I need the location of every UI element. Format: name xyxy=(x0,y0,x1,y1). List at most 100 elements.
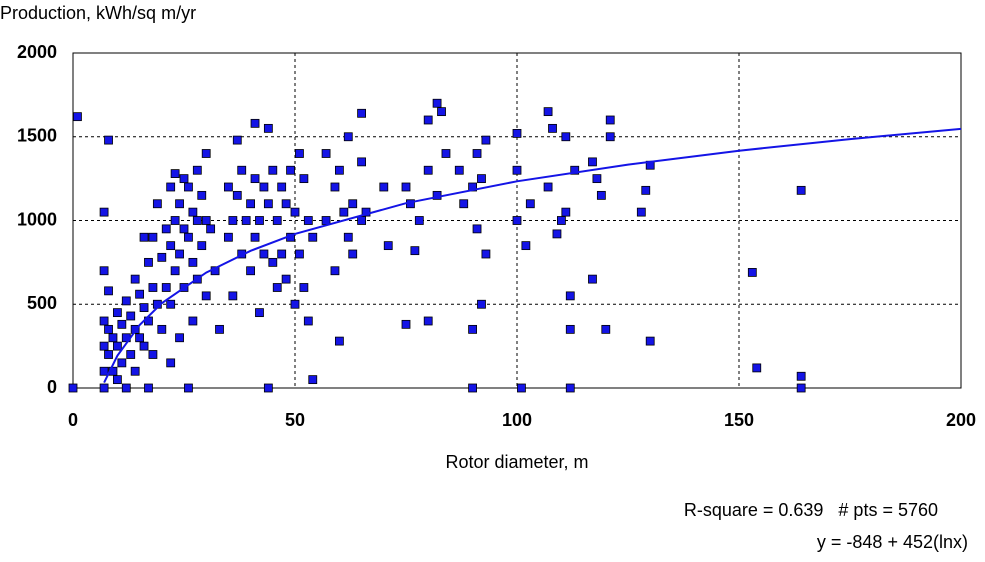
point xyxy=(104,135,113,145)
point xyxy=(423,316,433,326)
point xyxy=(423,115,433,125)
point xyxy=(166,241,176,251)
point xyxy=(197,190,207,200)
point xyxy=(170,266,180,276)
point xyxy=(246,199,256,209)
point xyxy=(561,207,571,217)
point xyxy=(401,182,411,192)
point xyxy=(157,324,167,334)
point xyxy=(588,157,597,167)
x-tick-label: 100 xyxy=(502,410,532,430)
point xyxy=(126,350,136,359)
point xyxy=(348,199,358,209)
point xyxy=(796,371,806,381)
point xyxy=(255,308,264,318)
point xyxy=(477,299,486,309)
point xyxy=(459,199,469,209)
point xyxy=(179,224,189,234)
point xyxy=(290,207,300,217)
point xyxy=(113,341,122,351)
point xyxy=(232,135,242,145)
point xyxy=(330,182,340,192)
point xyxy=(268,257,278,267)
point xyxy=(401,319,411,329)
chart-title: Production, kWh/sq m/yr xyxy=(0,3,196,23)
point xyxy=(454,165,464,175)
point xyxy=(343,132,353,142)
point xyxy=(166,182,176,192)
point xyxy=(104,286,113,296)
point xyxy=(130,274,140,284)
point xyxy=(596,190,606,200)
point xyxy=(73,112,82,122)
point xyxy=(548,123,557,133)
point xyxy=(272,283,282,292)
point xyxy=(512,216,522,225)
fit-line xyxy=(103,127,962,384)
point xyxy=(747,268,757,277)
point xyxy=(308,232,318,242)
point xyxy=(99,266,109,276)
point xyxy=(139,232,149,242)
point xyxy=(277,182,287,192)
point xyxy=(188,316,198,326)
point xyxy=(308,375,318,385)
point xyxy=(144,257,153,267)
point xyxy=(175,333,184,343)
point xyxy=(148,350,158,359)
point xyxy=(201,291,211,301)
point xyxy=(148,283,158,292)
point xyxy=(295,249,304,259)
point xyxy=(636,207,646,217)
point xyxy=(152,199,162,209)
point xyxy=(343,232,353,242)
point xyxy=(135,333,145,343)
point xyxy=(144,383,153,393)
point xyxy=(357,216,367,225)
point xyxy=(192,216,202,225)
point xyxy=(268,165,278,175)
y-tick-label: 0 xyxy=(47,377,57,397)
point xyxy=(263,199,273,209)
point xyxy=(281,274,291,284)
point xyxy=(512,165,522,175)
point xyxy=(263,383,273,393)
point xyxy=(139,341,149,351)
point xyxy=(321,149,331,158)
point xyxy=(299,174,309,184)
point xyxy=(215,324,224,334)
point xyxy=(99,341,109,351)
point xyxy=(161,283,171,292)
y-tick-label: 2000 xyxy=(17,42,57,62)
point xyxy=(330,266,340,276)
point xyxy=(99,316,109,326)
point xyxy=(477,174,486,184)
point xyxy=(130,366,140,376)
point xyxy=(383,241,393,251)
point xyxy=(232,190,242,200)
point xyxy=(468,383,478,393)
point xyxy=(192,165,202,175)
point xyxy=(99,383,109,393)
point xyxy=(184,232,193,242)
point xyxy=(184,182,193,192)
point xyxy=(104,324,113,334)
point xyxy=(321,216,331,225)
point xyxy=(157,252,167,262)
point xyxy=(117,358,127,368)
point xyxy=(104,350,113,359)
x-tick-label: 200 xyxy=(946,410,976,430)
point xyxy=(472,149,482,158)
point xyxy=(161,224,171,234)
point xyxy=(201,149,211,158)
point xyxy=(250,232,260,242)
point xyxy=(259,182,269,192)
point xyxy=(99,207,109,217)
point xyxy=(126,311,136,321)
point xyxy=(601,324,611,334)
point xyxy=(588,274,597,284)
point xyxy=(521,241,531,251)
point xyxy=(605,115,615,125)
point xyxy=(468,324,478,334)
point xyxy=(796,383,806,393)
